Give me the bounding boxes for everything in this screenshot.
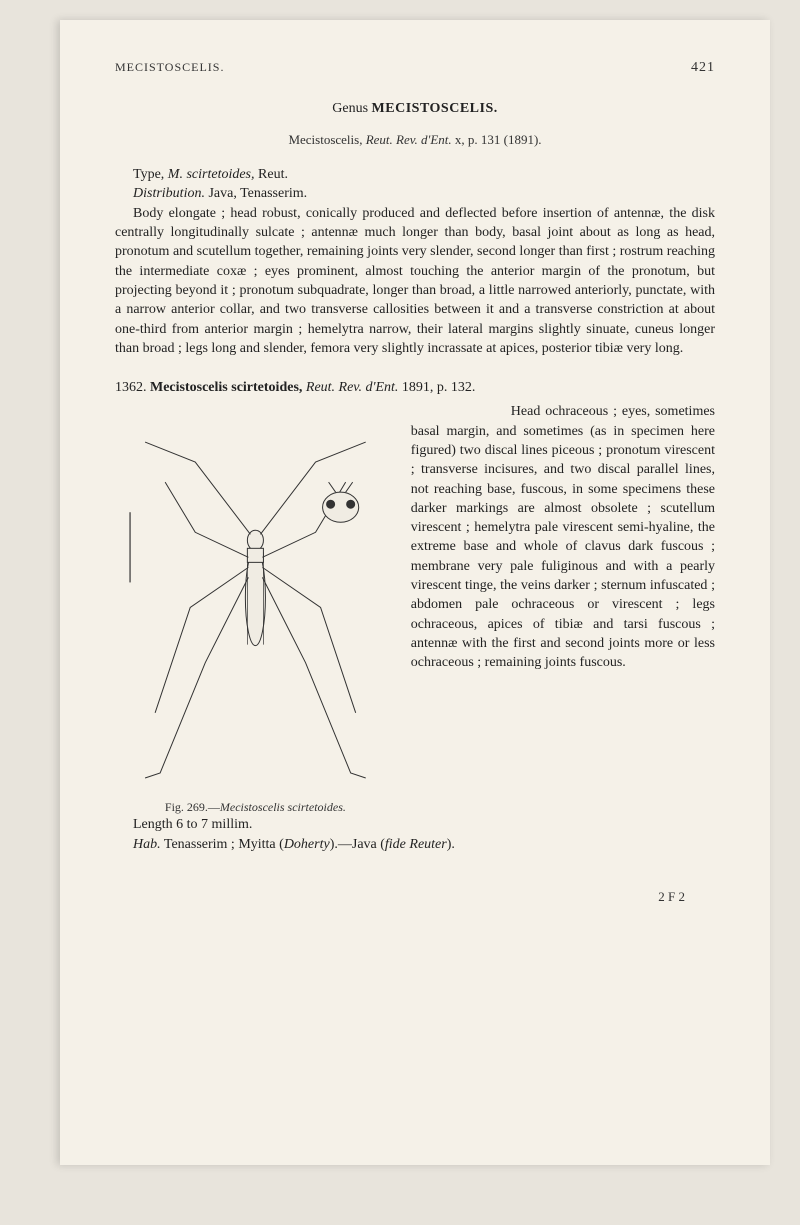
distribution-text: Java, Tenasserim.: [208, 186, 307, 201]
species-citation-roman: 1891, p. 132.: [402, 380, 476, 395]
length-line: Length 6 to 7 millim.: [115, 815, 715, 834]
hab-prefix: Hab.: [133, 837, 161, 852]
species-citation-italic: Reut. Rev. d'Ent.: [306, 380, 399, 395]
distribution-prefix: Distribution.: [133, 186, 205, 201]
text-column: Head ochraceous ; eyes, sometimes basal …: [411, 402, 715, 815]
species-number: 1362.: [115, 380, 147, 395]
type-line: Type, M. scirtetoides, Reut.: [115, 166, 715, 185]
type-species: M. scirtetoides,: [168, 167, 255, 182]
hab-text2: ).—Java (: [330, 837, 385, 852]
header-section-title: MECISTOSCELIS.: [115, 60, 224, 76]
hab-text3: ).: [447, 837, 455, 852]
body-description: Body elongate ; head robust, conically p…: [115, 204, 715, 359]
page-container: MECISTOSCELIS. 421 Genus MECISTOSCELIS. …: [60, 20, 770, 1165]
citation-volume-page: x, p. 131 (1891).: [455, 132, 542, 147]
citation-name: Mecistoscelis,: [288, 132, 362, 147]
insect-illustration: [115, 432, 396, 783]
hab-reuter: fide Reuter: [385, 837, 447, 852]
species-heading: 1362. Mecistoscelis scirtetoides, Reut. …: [115, 380, 715, 396]
species-description: Head ochraceous ; eyes, sometimes basal …: [411, 402, 715, 672]
figure-caption: Fig. 269.—Mecistoscelis scirtetoides.: [115, 800, 396, 815]
citation-author-work: Reut. Rev. d'Ent.: [366, 132, 452, 147]
figure-illustration: [115, 422, 396, 792]
type-prefix: Type,: [133, 167, 164, 182]
figure-caption-name: Mecistoscelis scirtetoides.: [220, 800, 346, 814]
type-author: Reut.: [258, 167, 288, 182]
genus-citation: Mecistoscelis, Reut. Rev. d'Ent. x, p. 1…: [115, 132, 715, 148]
genus-title: Genus MECISTOSCELIS.: [115, 101, 715, 117]
hab-text1: Tenasserim ; Myitta (: [161, 837, 284, 852]
signature-mark: 2 F 2: [115, 889, 685, 905]
page-header: MECISTOSCELIS. 421: [115, 60, 715, 76]
hab-doherty: Doherty: [284, 837, 330, 852]
genus-prefix: Genus: [332, 101, 368, 116]
genus-name: MECISTOSCELIS.: [372, 101, 498, 116]
columns-container: Fig. 269.—Mecistoscelis scirtetoides. He…: [115, 402, 715, 815]
species-name: Mecistoscelis scirtetoides,: [150, 380, 302, 395]
distribution-line: Distribution. Java, Tenasserim.: [115, 185, 715, 204]
figure-caption-prefix: Fig. 269.—: [165, 800, 220, 814]
hab-line: Hab. Tenasserim ; Myitta (Doherty).—Java…: [115, 835, 715, 854]
page-number: 421: [691, 60, 715, 76]
figure-column: Fig. 269.—Mecistoscelis scirtetoides.: [115, 402, 396, 815]
